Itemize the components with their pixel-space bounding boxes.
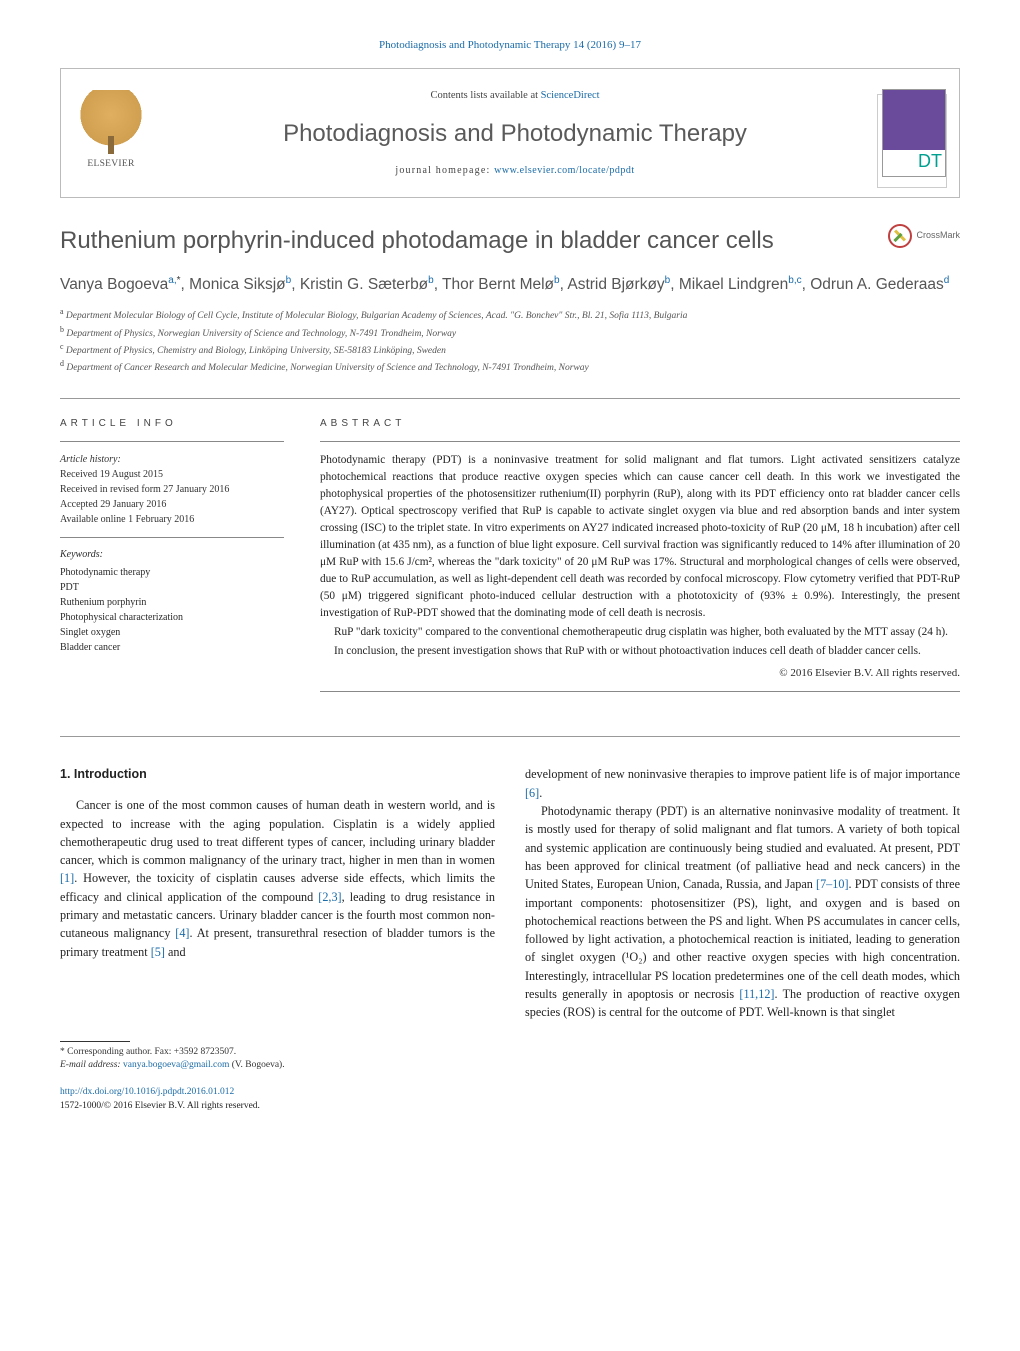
email-who: (V. Bogoeva). (229, 1060, 284, 1070)
crossmark-badge[interactable]: CrossMark (888, 224, 960, 248)
publisher-logo-area: ELSEVIER (61, 69, 161, 197)
history-line: Available online 1 February 2016 (60, 512, 284, 527)
contents-prefix: Contents lists available at (430, 90, 540, 101)
article-history-label: Article history: (60, 452, 284, 467)
abstract-paragraph: In conclusion, the present investigation… (320, 643, 960, 660)
history-line: Received 19 August 2015 (60, 467, 284, 482)
email-label: E-mail address: (60, 1060, 123, 1070)
elsevier-tree-icon (76, 90, 146, 152)
affiliation-line: b Department of Physics, Norwegian Unive… (60, 324, 960, 341)
keyword-item: Ruthenium porphyrin (60, 595, 284, 610)
issn-line: 1572-1000/© 2016 Elsevier B.V. All right… (60, 1101, 260, 1111)
keyword-item: Bladder cancer (60, 640, 284, 655)
journal-header: ELSEVIER Contents lists available at Sci… (60, 68, 960, 198)
intro-paragraph: Cancer is one of the most common causes … (60, 796, 495, 961)
body-columns: 1. Introduction Cancer is one of the mos… (60, 765, 960, 1113)
journal-name: Photodiagnosis and Photodynamic Therapy (283, 117, 747, 152)
divider (60, 736, 960, 737)
elsevier-logo: ELSEVIER (76, 90, 146, 175)
abstract-paragraph: RuP "dark toxicity" compared to the conv… (320, 624, 960, 641)
divider (60, 398, 960, 399)
affiliation-line: a Department Molecular Biology of Cell C… (60, 306, 960, 323)
cover-letters: DT (918, 148, 942, 174)
affiliation-line: d Department of Cancer Research and Mole… (60, 358, 960, 375)
homepage-link[interactable]: www.elsevier.com/locate/pdpdt (494, 165, 634, 176)
doi-block: http://dx.doi.org/10.1016/j.pdpdt.2016.0… (60, 1086, 495, 1113)
intro-paragraph: development of new noninvasive therapies… (525, 765, 960, 802)
divider (320, 441, 960, 442)
affiliation-line: c Department of Physics, Chemistry and B… (60, 341, 960, 358)
divider (60, 441, 284, 442)
contents-available-line: Contents lists available at ScienceDirec… (430, 88, 599, 103)
keywords-label: Keywords: (60, 548, 284, 563)
keywords-list: Photodynamic therapyPDTRuthenium porphyr… (60, 565, 284, 655)
doi-link[interactable]: http://dx.doi.org/10.1016/j.pdpdt.2016.0… (60, 1087, 234, 1097)
journal-reference: Photodiagnosis and Photodynamic Therapy … (60, 38, 960, 54)
email-line: E-mail address: vanya.bogoeva@gmail.com … (60, 1059, 495, 1072)
publisher-name: ELSEVIER (76, 158, 146, 172)
abstract-heading: abstract (320, 417, 960, 432)
keyword-item: Photophysical characterization (60, 610, 284, 625)
sciencedirect-link[interactable]: ScienceDirect (541, 90, 600, 101)
history-line: Accepted 29 January 2016 (60, 497, 284, 512)
divider (320, 691, 960, 692)
intro-heading: 1. Introduction (60, 765, 495, 784)
homepage-prefix: journal homepage: (395, 165, 494, 176)
divider (60, 537, 284, 538)
crossmark-icon (888, 224, 912, 248)
footnote-separator (60, 1041, 130, 1042)
history-line: Received in revised form 27 January 2016 (60, 482, 284, 497)
abstract-copyright: © 2016 Elsevier B.V. All rights reserved… (320, 666, 960, 682)
keyword-item: Singlet oxygen (60, 625, 284, 640)
intro-paragraph: Photodynamic therapy (PDT) is an alterna… (525, 802, 960, 1022)
journal-cover-thumbnail: DT (882, 89, 946, 177)
keyword-item: Photodynamic therapy (60, 565, 284, 580)
crossmark-label: CrossMark (916, 229, 960, 242)
affiliations: a Department Molecular Biology of Cell C… (60, 306, 960, 376)
article-title: Ruthenium porphyrin-induced photodamage … (60, 224, 888, 259)
corresponding-author-note: * Corresponding author. Fax: +3592 87235… (60, 1046, 495, 1059)
abstract-paragraph: Photodynamic therapy (PDT) is a noninvas… (320, 452, 960, 621)
authors-list: Vanya Bogoevaa,*, Monica Siksjøb, Kristi… (60, 273, 960, 296)
homepage-line: journal homepage: www.elsevier.com/locat… (395, 164, 634, 179)
email-link[interactable]: vanya.bogoeva@gmail.com (123, 1060, 229, 1070)
cover-thumb-area: DT (869, 69, 959, 197)
article-history-lines: Received 19 August 2015Received in revis… (60, 467, 284, 527)
footnotes: * Corresponding author. Fax: +3592 87235… (60, 1046, 495, 1073)
abstract-body: Photodynamic therapy (PDT) is a noninvas… (320, 452, 960, 659)
keyword-item: PDT (60, 580, 284, 595)
article-info-heading: article info (60, 417, 284, 432)
